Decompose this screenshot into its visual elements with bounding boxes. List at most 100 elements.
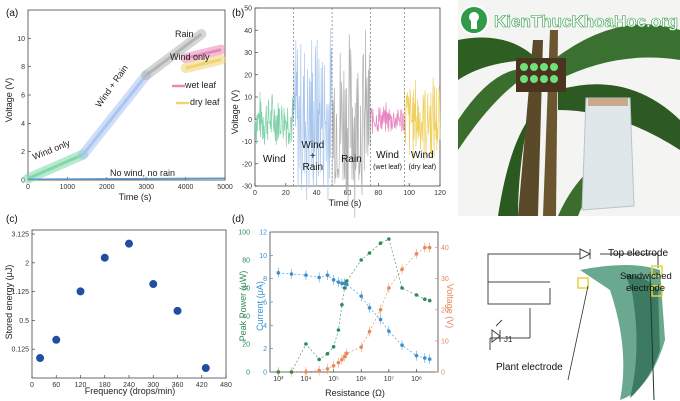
- chart-d-power-point: [317, 357, 321, 362]
- chart-a-line-2: [145, 32, 203, 77]
- chart-c-point: [76, 287, 85, 296]
- chart-c-xtick-label: 0: [30, 382, 34, 389]
- label-top-electrode: Top electrode: [608, 248, 668, 259]
- chart-d-current-point: [317, 275, 321, 280]
- chart-d-power-point: [276, 370, 281, 374]
- chart-b-signal-2: [331, 29, 371, 218]
- chart-c-xtick-label: 420: [196, 382, 208, 389]
- chart-d-power-point: [359, 258, 364, 262]
- chart-d-current-point: [325, 273, 330, 277]
- chart-b-xtick-label: 40: [313, 190, 321, 197]
- chart-c-ytick-label: 0.5: [19, 318, 29, 325]
- chart-d-frame: [269, 231, 439, 373]
- chart-d-power-point: [378, 241, 383, 245]
- chart-c-point: [100, 253, 109, 262]
- chart-d-current-point: [276, 271, 281, 275]
- chart-d-power-point: [367, 251, 372, 255]
- chart-d-voltage-point: [359, 345, 364, 349]
- chart-d-current-point: [340, 281, 344, 286]
- chart-a-annotation: No wind, no rain: [110, 168, 175, 178]
- chart-b-segment-label: +: [310, 151, 316, 162]
- sandwiched-electrode-marker: [651, 265, 663, 277]
- chart-d-power-point: [423, 297, 427, 302]
- chart-b-ytick-label: 20: [244, 72, 252, 79]
- chart-d-voltage-tick-label: 0: [441, 370, 445, 377]
- label-plant-electrode: Plant electrode: [496, 362, 563, 373]
- chart-a-xtick-label: 5000: [217, 184, 233, 191]
- chart-d-current-tick-label: 0: [263, 370, 267, 377]
- chart-b: 0 20 40 60 80 100 120 -30 -20 -10 0 10 20 30 40 50 Wind W…: [242, 6, 446, 218]
- chart-d-power-tick-label: 20: [242, 342, 250, 349]
- chart-d-power-line: [278, 238, 430, 373]
- chart-a-xtick-label: 1000: [60, 184, 76, 191]
- chart-c-point: [52, 335, 61, 344]
- chart-d-power-point: [414, 293, 419, 297]
- panel-a-label: (a): [6, 8, 18, 19]
- chart-c-point: [149, 280, 158, 289]
- device-label: J1: [504, 335, 513, 344]
- chart-a-xlabel: Time (s): [119, 192, 152, 202]
- chart-b-signal-0: [254, 92, 294, 147]
- chart-b-segment-label: (wet leaf): [373, 164, 402, 171]
- chart-d-current-tick-label: 10: [259, 253, 267, 260]
- chart-b-signal-3: [370, 102, 405, 135]
- chart-b-signal-4: [404, 77, 441, 162]
- chart-d-power-point: [289, 370, 294, 374]
- chart-c-point: [201, 364, 210, 373]
- plant-photo: [458, 0, 680, 216]
- chart-b-ytick-label: 30: [244, 50, 252, 57]
- chart-b-ytick-label: -10: [242, 139, 252, 146]
- chart-d-current-point: [427, 357, 432, 361]
- chart-b-segment-label: (dry leaf): [408, 164, 436, 171]
- chart-d-voltage-tick-label: 10: [441, 338, 449, 345]
- chart-d-current-point: [344, 282, 349, 287]
- chart-c-frame: [31, 229, 227, 379]
- watermark-text: KienThucKhoaHoc.org: [494, 12, 678, 31]
- chart-b-ylabel: Voltage (V): [230, 90, 240, 135]
- chart-d-voltage-point: [423, 245, 427, 250]
- chart-a-xtick-label: 0: [26, 184, 30, 191]
- chart-a-ytick-label: 6: [21, 93, 25, 100]
- chart-b-segment-label: Rain: [341, 154, 362, 165]
- chart-c: 0 60 120 180 240 300 360 420 480 0.125 0.5 1.125 2 3.…: [11, 229, 232, 389]
- plant-electrode-marker: [651, 285, 663, 297]
- chart-b-xtick-label: 80: [374, 190, 382, 197]
- chart-d-voltage-point: [340, 357, 344, 362]
- chart-d-xlabel: Resistance (Ω): [325, 388, 385, 398]
- chart-d-current-point: [304, 273, 308, 277]
- chart-a-ytick-label: 4: [21, 121, 25, 128]
- chart-d-voltage-point: [317, 368, 321, 373]
- chart-b-ytick-label: 50: [244, 6, 252, 13]
- chart-c-ylabel: Stored energy (μJ): [4, 265, 14, 340]
- chart-d-power-point: [304, 342, 308, 346]
- panel-b-label: (b): [232, 8, 244, 19]
- top-electrode-marker: [577, 277, 589, 289]
- chart-a-line-3: [185, 48, 222, 60]
- chart-b-xtick-label: 120: [434, 190, 446, 197]
- chart-b-xtick-label: 0: [253, 190, 257, 197]
- chart-d-power-point: [387, 237, 391, 241]
- chart-d-power-point: [340, 303, 344, 307]
- chart-d-power-point: [344, 279, 349, 283]
- chart-c-point: [125, 239, 133, 248]
- chart-d-ylabel-voltage: Voltage (V): [445, 284, 455, 329]
- chart-d-power-tick-label: 0: [246, 370, 250, 377]
- chart-b-ytick-label: 0: [248, 117, 252, 124]
- chart-c-ytick-label: 2: [25, 260, 29, 267]
- chart-c-point: [173, 306, 182, 315]
- chart-d-current-point: [359, 294, 364, 298]
- chart-d-power-tick-label: 80: [242, 258, 250, 265]
- chart-b-xtick-label: 20: [282, 190, 290, 197]
- panel-c-label: (c): [6, 214, 18, 225]
- chart-d-xtick-label: 10⁷: [384, 376, 395, 383]
- chart-d-voltage-point: [400, 267, 404, 272]
- chart-c-xtick-label: 300: [147, 382, 159, 389]
- chart-d-power-point: [325, 352, 330, 356]
- chart-d-current-line: [278, 272, 430, 360]
- panel-d-label: (d): [232, 214, 244, 225]
- chart-d-current-point: [367, 306, 372, 310]
- chart-a-annotation: Rain: [175, 29, 194, 39]
- chart-b-xtick-label: 60: [344, 190, 352, 197]
- chart-c-xlabel: Frequency (drops/min): [85, 386, 176, 396]
